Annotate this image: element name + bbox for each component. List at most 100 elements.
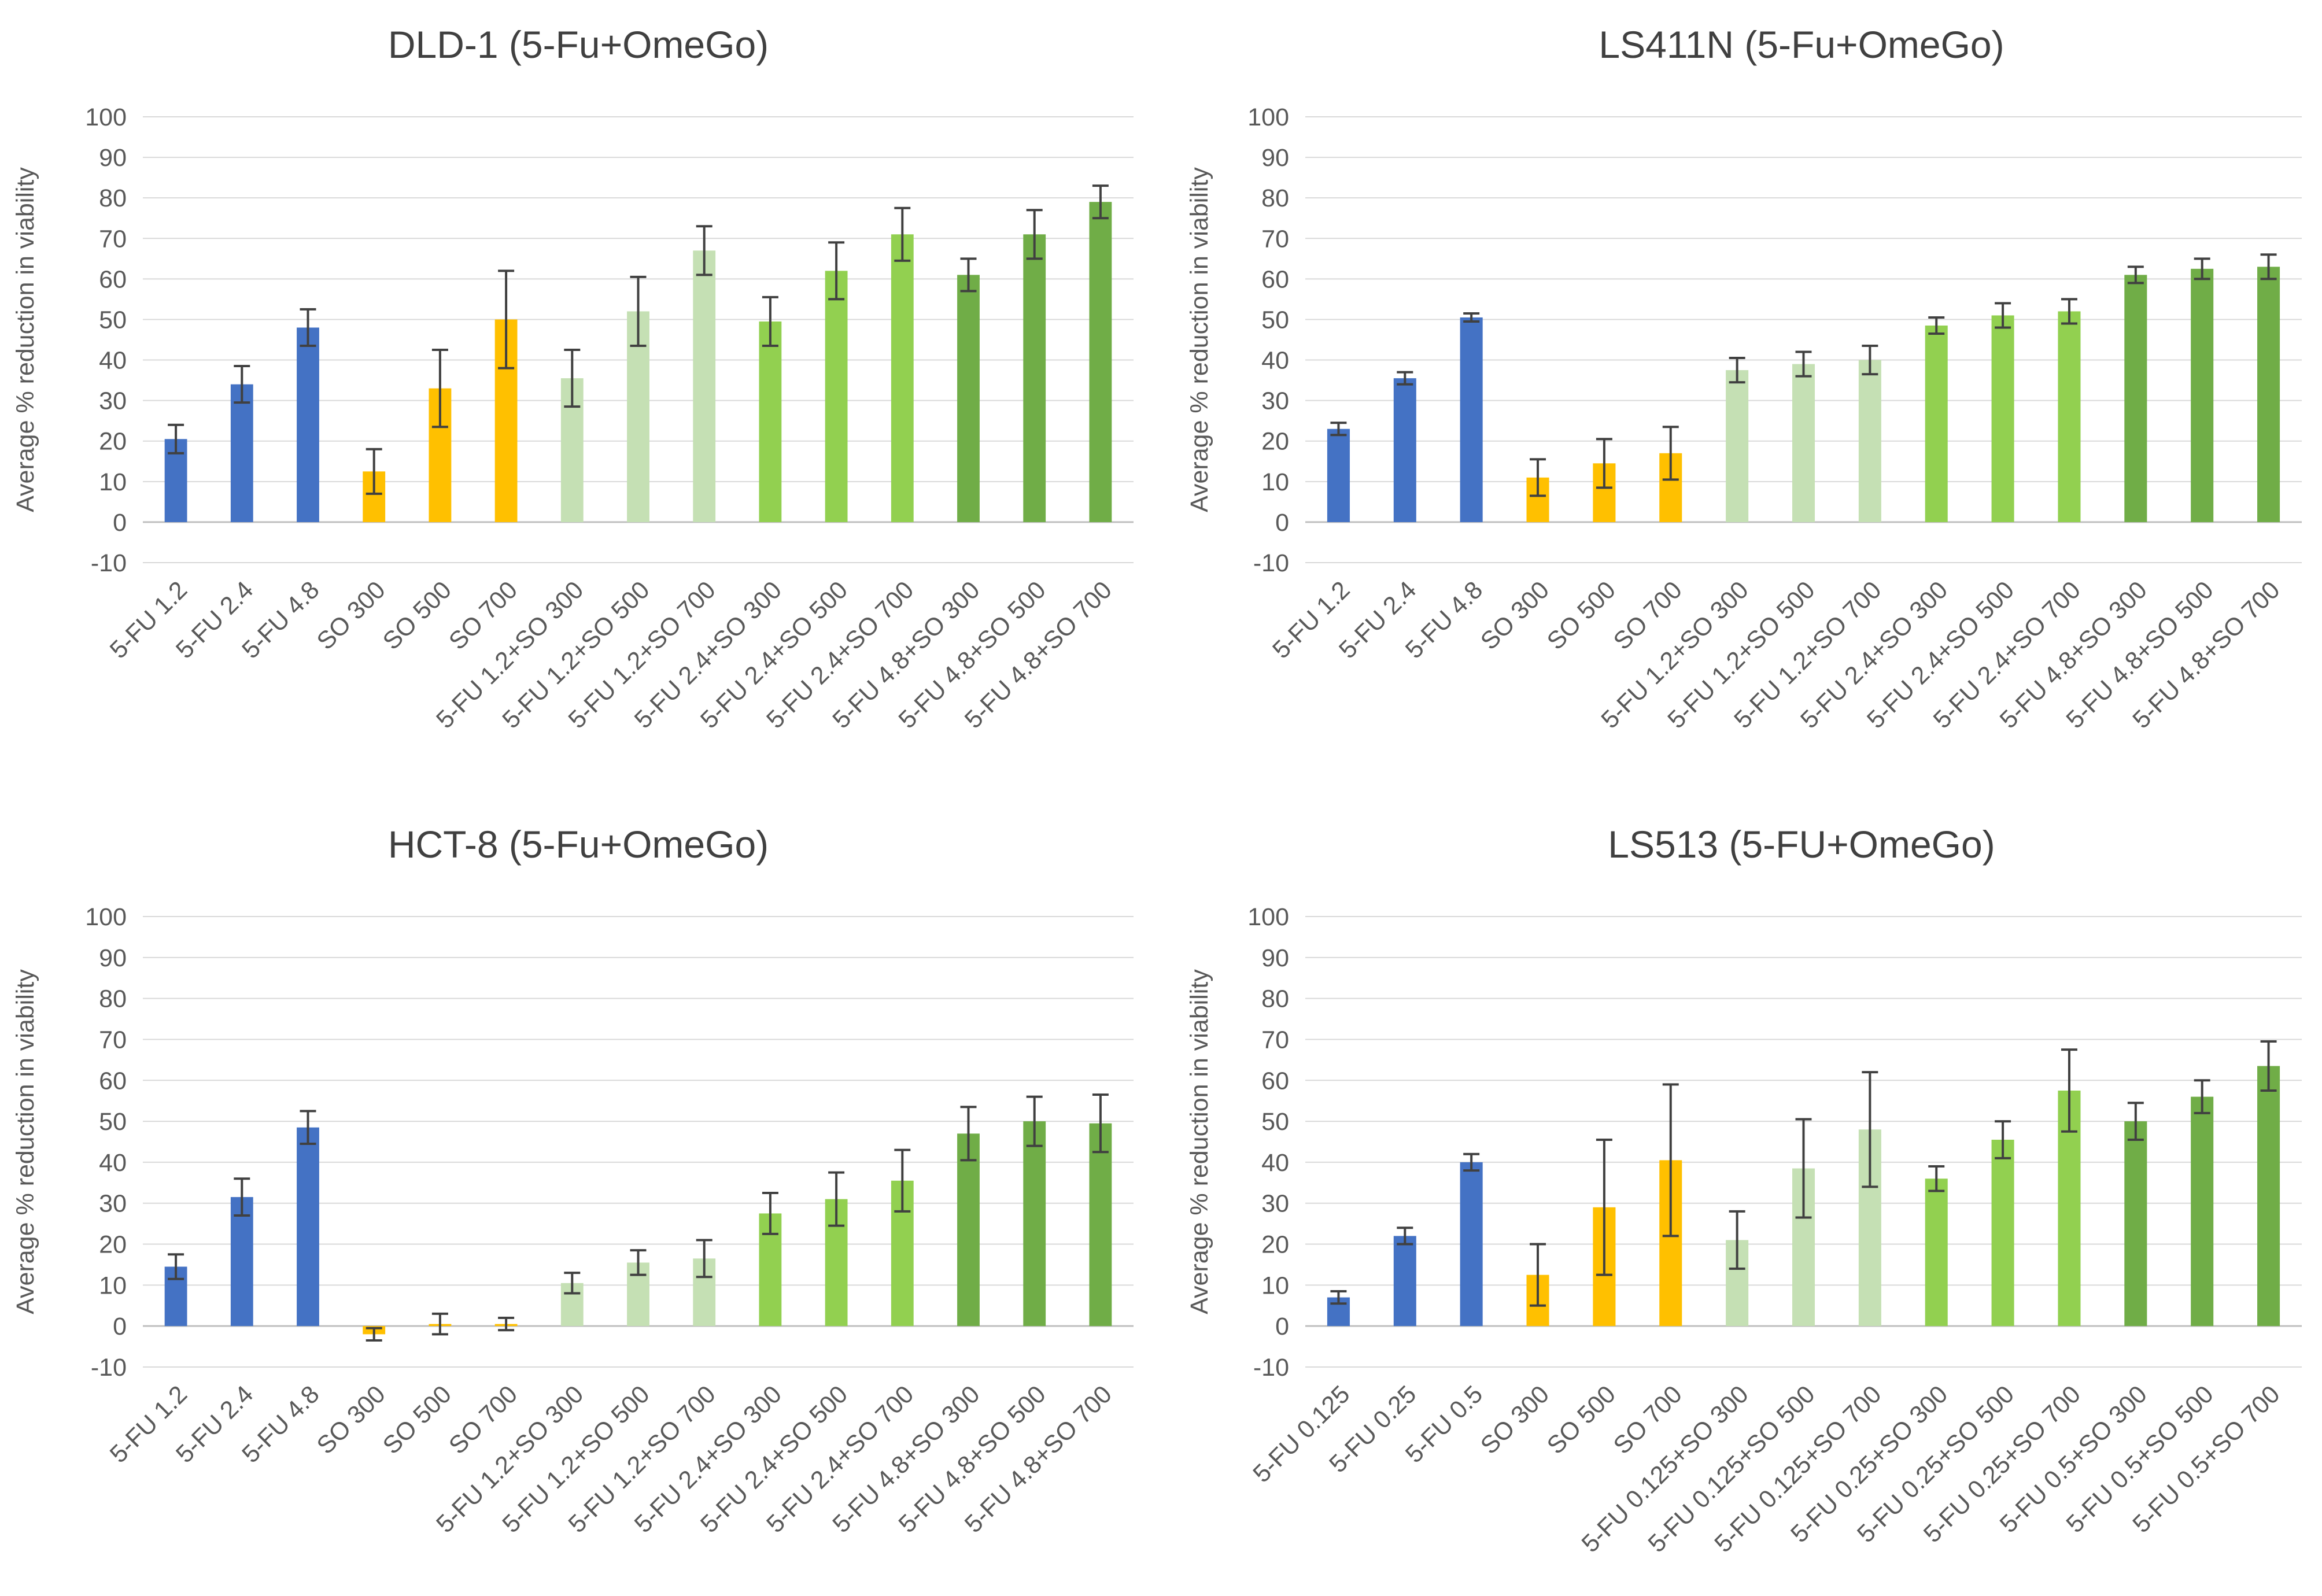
error-bar bbox=[1026, 1095, 1043, 1147]
y-tick-label: 100 bbox=[1247, 903, 1289, 931]
error-bar bbox=[564, 349, 581, 408]
error-bar bbox=[1530, 458, 1546, 497]
y-axis-label: Average % reduction in viability bbox=[12, 969, 39, 1314]
y-tick-label: 10 bbox=[99, 1272, 127, 1299]
bar[interactable] bbox=[693, 250, 716, 522]
y-tick-label: 70 bbox=[99, 225, 127, 253]
y-tick-label: 100 bbox=[1247, 104, 1289, 131]
bar[interactable] bbox=[759, 321, 782, 522]
error-bar bbox=[431, 349, 448, 428]
error-bar bbox=[960, 1106, 977, 1162]
bar[interactable] bbox=[297, 1127, 319, 1327]
error-bar bbox=[1729, 357, 1745, 384]
error-bar bbox=[2061, 1048, 2077, 1133]
bar[interactable] bbox=[2191, 268, 2214, 522]
bar[interactable] bbox=[1023, 234, 1046, 522]
error-bar bbox=[168, 423, 184, 455]
bar[interactable] bbox=[230, 1197, 253, 1327]
bar[interactable] bbox=[1792, 364, 1815, 522]
error-bar bbox=[431, 1312, 448, 1336]
bar[interactable] bbox=[1089, 1123, 1112, 1327]
bar[interactable] bbox=[2058, 311, 2081, 522]
x-tick-label: SO 500 bbox=[1542, 576, 1621, 655]
bar[interactable] bbox=[1460, 1162, 1483, 1327]
y-tick-label: 0 bbox=[1275, 1313, 1289, 1340]
bar[interactable] bbox=[297, 327, 319, 522]
bar[interactable] bbox=[2124, 275, 2147, 522]
bar[interactable] bbox=[1858, 360, 1881, 522]
y-tick-label: 60 bbox=[1261, 265, 1289, 293]
y-tick-label: 10 bbox=[1261, 468, 1289, 496]
x-tick-label: SO 500 bbox=[1542, 1380, 1621, 1460]
error-bar bbox=[696, 225, 713, 276]
bar[interactable] bbox=[1460, 317, 1483, 522]
y-tick-label: 40 bbox=[99, 1149, 127, 1177]
error-bar bbox=[1596, 1138, 1612, 1276]
x-tick-label: SO 300 bbox=[1475, 1380, 1555, 1460]
y-tick-label: 90 bbox=[1261, 144, 1289, 172]
y-tick-label: 70 bbox=[99, 1026, 127, 1054]
bar[interactable] bbox=[2124, 1121, 2147, 1327]
bar[interactable] bbox=[1393, 378, 1416, 522]
bar[interactable] bbox=[957, 1133, 980, 1327]
bar[interactable] bbox=[1393, 1236, 1416, 1327]
error-bar bbox=[1397, 1226, 1413, 1246]
error-bar bbox=[366, 1327, 382, 1342]
error-bar bbox=[1026, 209, 1043, 260]
bar[interactable] bbox=[957, 275, 980, 522]
error-bar bbox=[1729, 1210, 1745, 1270]
bar[interactable] bbox=[891, 234, 914, 522]
error-bar bbox=[1995, 302, 2011, 329]
chart-title: LS513 (5-FU+OmeGo) bbox=[1608, 823, 1995, 866]
bar[interactable] bbox=[1023, 1121, 1046, 1327]
bar[interactable] bbox=[2257, 267, 2280, 522]
bar[interactable] bbox=[1089, 202, 1112, 522]
bar[interactable] bbox=[1726, 370, 1749, 522]
bar[interactable] bbox=[2191, 1096, 2214, 1327]
y-tick-label: 50 bbox=[99, 306, 127, 334]
error-bar bbox=[1092, 1093, 1109, 1154]
error-bar bbox=[234, 365, 250, 404]
error-bar bbox=[564, 1272, 581, 1295]
y-tick-label: 50 bbox=[1261, 306, 1289, 334]
error-bar bbox=[762, 295, 778, 348]
y-tick-label: 20 bbox=[1261, 428, 1289, 456]
error-bar bbox=[2260, 253, 2277, 280]
error-bar bbox=[1596, 438, 1612, 489]
y-tick-label: 70 bbox=[1261, 225, 1289, 253]
y-tick-label: -10 bbox=[1253, 1354, 1289, 1381]
y-tick-label: 20 bbox=[99, 428, 127, 456]
error-bar bbox=[498, 269, 515, 370]
y-axis-label: Average % reduction in viability bbox=[12, 167, 39, 512]
y-axis-label: Average % reduction in viability bbox=[1186, 167, 1213, 512]
bar[interactable] bbox=[1925, 325, 1948, 522]
error-bar bbox=[2061, 298, 2077, 325]
chart-panel-3: HCT-8 (5-Fu+OmeGo) -10 0 10 20 30 40 50 60 70 80 90… bbox=[12, 823, 1134, 1538]
y-tick-label: 10 bbox=[1261, 1272, 1289, 1299]
bar[interactable] bbox=[825, 271, 848, 522]
bar[interactable] bbox=[1991, 1139, 2014, 1327]
chart-title: LS411N (5-Fu+OmeGo) bbox=[1599, 23, 2004, 66]
x-tick-label: SO 300 bbox=[1475, 576, 1555, 655]
bar[interactable] bbox=[1925, 1178, 1948, 1327]
y-tick-label: 40 bbox=[1261, 1149, 1289, 1177]
bar[interactable] bbox=[1991, 315, 2014, 522]
x-tick-label: SO 500 bbox=[378, 1380, 457, 1460]
y-tick-label: 10 bbox=[99, 468, 127, 496]
y-tick-label: 80 bbox=[99, 985, 127, 1013]
y-tick-label: 80 bbox=[99, 184, 127, 212]
error-bar bbox=[1330, 1290, 1347, 1305]
bar[interactable] bbox=[1327, 428, 1350, 522]
error-bar bbox=[300, 1110, 316, 1146]
chart-title: HCT-8 (5-Fu+OmeGo) bbox=[388, 823, 769, 866]
y-tick-label: 40 bbox=[1261, 347, 1289, 375]
bar[interactable] bbox=[2257, 1066, 2280, 1327]
y-tick-label: 40 bbox=[99, 347, 127, 375]
bar[interactable] bbox=[230, 384, 253, 522]
y-tick-label: -10 bbox=[91, 1354, 127, 1381]
error-bar bbox=[630, 1249, 647, 1276]
y-tick-label: 20 bbox=[99, 1231, 127, 1259]
error-bar bbox=[1397, 371, 1413, 386]
chart-panel-1: DLD-1 (5-Fu+OmeGo) -10 0 10 20 30 40 50 60 70 80 90… bbox=[12, 23, 1134, 734]
error-bar bbox=[1862, 1071, 1878, 1188]
